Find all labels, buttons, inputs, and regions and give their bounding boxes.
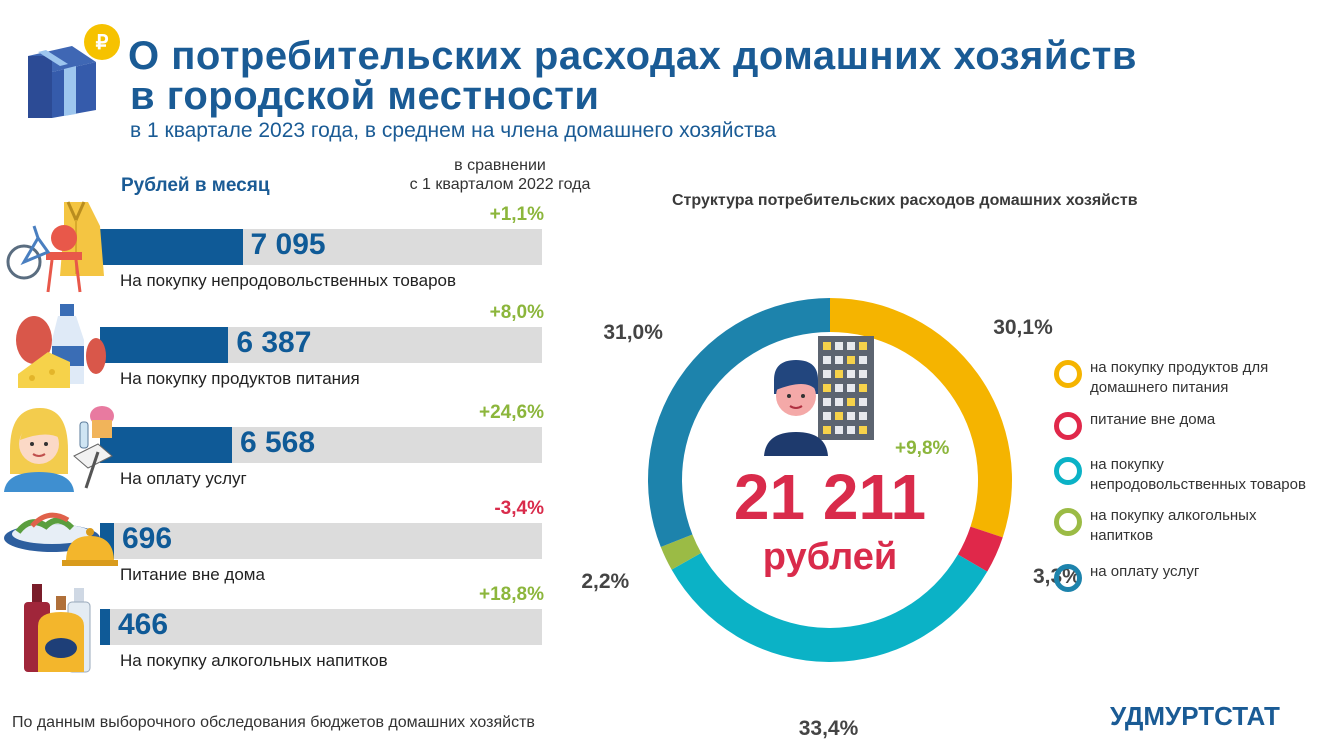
total-unit: рублей <box>762 536 898 578</box>
bar-track <box>100 523 542 559</box>
bar-category-label: На оплату услуг <box>120 469 247 488</box>
legend-label: на оплату услуг <box>1090 563 1200 580</box>
legend-swatch <box>1054 457 1082 485</box>
bar <box>100 229 243 265</box>
bar-value-label: 7 095 <box>250 228 326 261</box>
total-value: 21 211 <box>733 461 927 533</box>
bar-category-label: На покупку непродовольственных товаров <box>120 271 457 290</box>
bar-category-label: Питание вне дома <box>120 565 265 584</box>
compare-heading: в сравнении с 1 кварталом 2022 года <box>380 156 620 194</box>
source-note: По данным выборочного обследования бюдже… <box>12 714 535 731</box>
gift-coin-icon: ₽ <box>28 24 120 118</box>
legend-label: питание вне дома <box>1090 411 1216 428</box>
bar-change-label: +24,6% <box>479 402 544 423</box>
food-products-icon <box>16 304 106 388</box>
dining-plate-icon <box>4 512 118 566</box>
bar <box>100 327 229 363</box>
person-building-icon <box>764 336 874 456</box>
legend-swatch <box>1054 508 1082 536</box>
page-subtitle: в 1 квартале 2023 года, в среднем на чле… <box>130 119 777 142</box>
bar-track <box>100 609 542 645</box>
bar <box>100 609 110 645</box>
pie-title: Структура потребительских расходов домаш… <box>672 192 1138 209</box>
pie-slice <box>648 298 830 547</box>
legend-swatch <box>1054 360 1082 388</box>
services-person-icon <box>4 406 114 492</box>
legend-label: на покупку алкогольных напитков <box>1090 507 1257 544</box>
brand-logo-text: УДМУРТСТАТ <box>1110 701 1280 731</box>
bar-change-label: -3,4% <box>494 498 544 519</box>
pie-percent-label: 30,1% <box>993 315 1053 339</box>
bar-change-label: +8,0% <box>489 302 544 323</box>
pie-percent-label: 2,2% <box>581 569 630 593</box>
legend-label: на покупку непродовольственных товаров <box>1090 456 1306 493</box>
bar-value-label: 466 <box>118 608 169 641</box>
unit-heading: Рублей в месяц <box>121 175 270 196</box>
pie-slice <box>660 534 702 570</box>
bar-value-label: 6 568 <box>239 426 316 459</box>
title-line-2: в городской местности <box>130 74 600 118</box>
page-title: О потребительских расходах домашних хозя… <box>128 36 1308 116</box>
structure-donut-chart <box>648 298 1012 662</box>
bar-category-label: На покупку продуктов питания <box>120 369 360 388</box>
alcohol-bottles-icon <box>24 584 91 673</box>
total-change: +9,8% <box>895 438 950 459</box>
bar-change-label: +18,8% <box>479 584 544 605</box>
bar <box>100 427 232 463</box>
bar-category-label: На покупку алкогольных напитков <box>120 651 388 670</box>
pie-slice <box>671 552 988 662</box>
pie-percent-label: 31,0% <box>603 321 663 345</box>
bar-value-label: 696 <box>121 522 173 555</box>
bar-change-label: +1,1% <box>489 204 544 225</box>
legend-label: на покупку продуктов для домашнего питан… <box>1090 359 1269 396</box>
svg-text:₽: ₽ <box>96 32 109 54</box>
compare-heading-line-1: в сравнении <box>454 157 546 174</box>
bicycle-chair-coat-icon <box>6 201 104 293</box>
legend-swatch <box>1054 564 1082 592</box>
pie-percent-label: 33,4% <box>798 716 859 740</box>
pie-slice <box>957 526 1003 572</box>
compare-heading-line-2: с 1 кварталом 2022 года <box>409 176 591 193</box>
pie-slice <box>830 298 1012 538</box>
legend-swatch <box>1054 412 1082 440</box>
title-line-1: О потребительских расходах домашних хозя… <box>128 34 1137 78</box>
bar-value-label: 6 387 <box>236 326 312 359</box>
